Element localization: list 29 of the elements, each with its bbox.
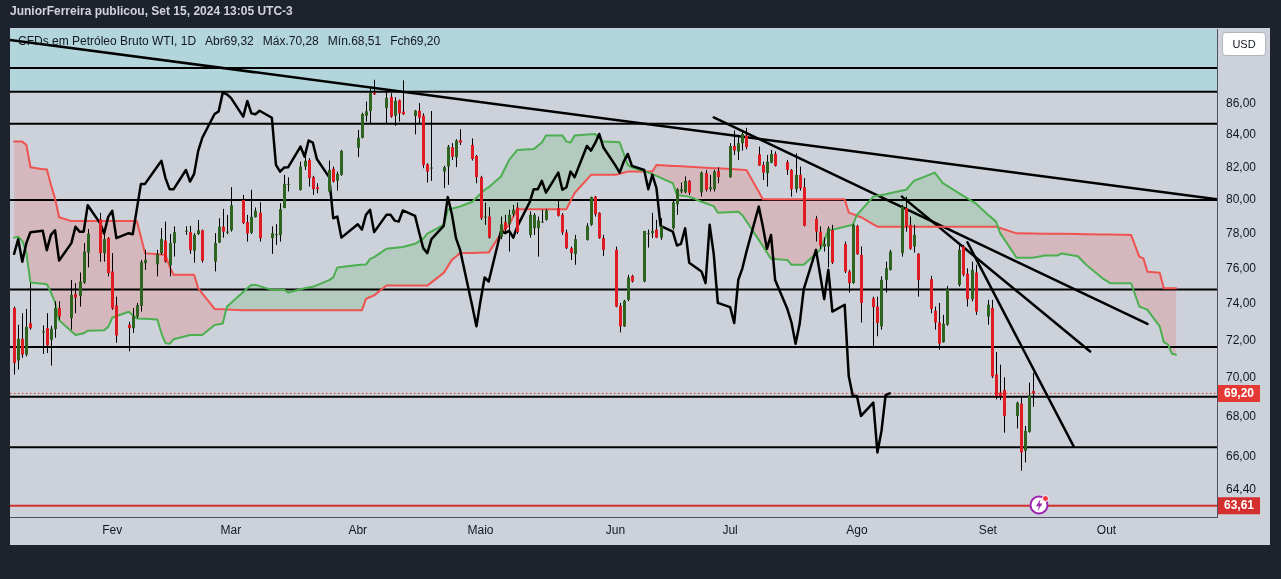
x-tick-label: Abr bbox=[348, 522, 368, 537]
annotation: Fch69,20 bbox=[390, 34, 441, 48]
y-tick-label: 68,00 bbox=[1226, 409, 1257, 424]
x-tick-label: Jun bbox=[605, 522, 626, 537]
y-tick-label: 78,00 bbox=[1226, 226, 1257, 241]
x-tick-label: Set bbox=[978, 522, 998, 537]
y-tick-label: 86,00 bbox=[1226, 96, 1257, 111]
ref-line-label: 69,20 bbox=[1224, 386, 1255, 401]
y-tick-label: 64,40 bbox=[1226, 481, 1257, 496]
y-tick-label: 74,00 bbox=[1226, 296, 1257, 311]
x-tick-label: Ago bbox=[846, 522, 868, 537]
y-tick-label: 70,00 bbox=[1226, 370, 1257, 385]
chart-subtitle: JuniorFerreira publicou, Set 15, 2024 13:05 UTC-3 bbox=[10, 4, 293, 18]
annotation: Mín.68,51 bbox=[327, 34, 382, 48]
x-tick-label: Fev bbox=[102, 522, 123, 537]
y-tick-label: 80,00 bbox=[1226, 192, 1257, 207]
x-tick-label: Jul bbox=[722, 522, 738, 537]
ref-line-label: 63,61 bbox=[1224, 498, 1255, 513]
y-axis-title: USD bbox=[1222, 32, 1266, 56]
y-tick-label: 66,00 bbox=[1226, 448, 1257, 463]
annotation: Abr69,32 bbox=[205, 34, 254, 48]
x-tick-label: Out bbox=[1096, 522, 1117, 537]
y-tick-label: 76,00 bbox=[1226, 260, 1257, 275]
x-tick-label: Maio bbox=[467, 522, 494, 537]
annotation: Máx.70,28 bbox=[262, 34, 319, 48]
y-tick-label: 84,00 bbox=[1226, 127, 1257, 142]
y-tick-label: 72,00 bbox=[1226, 332, 1257, 347]
y-tick-label: 82,00 bbox=[1226, 159, 1257, 174]
x-tick-label: Mar bbox=[220, 522, 242, 537]
